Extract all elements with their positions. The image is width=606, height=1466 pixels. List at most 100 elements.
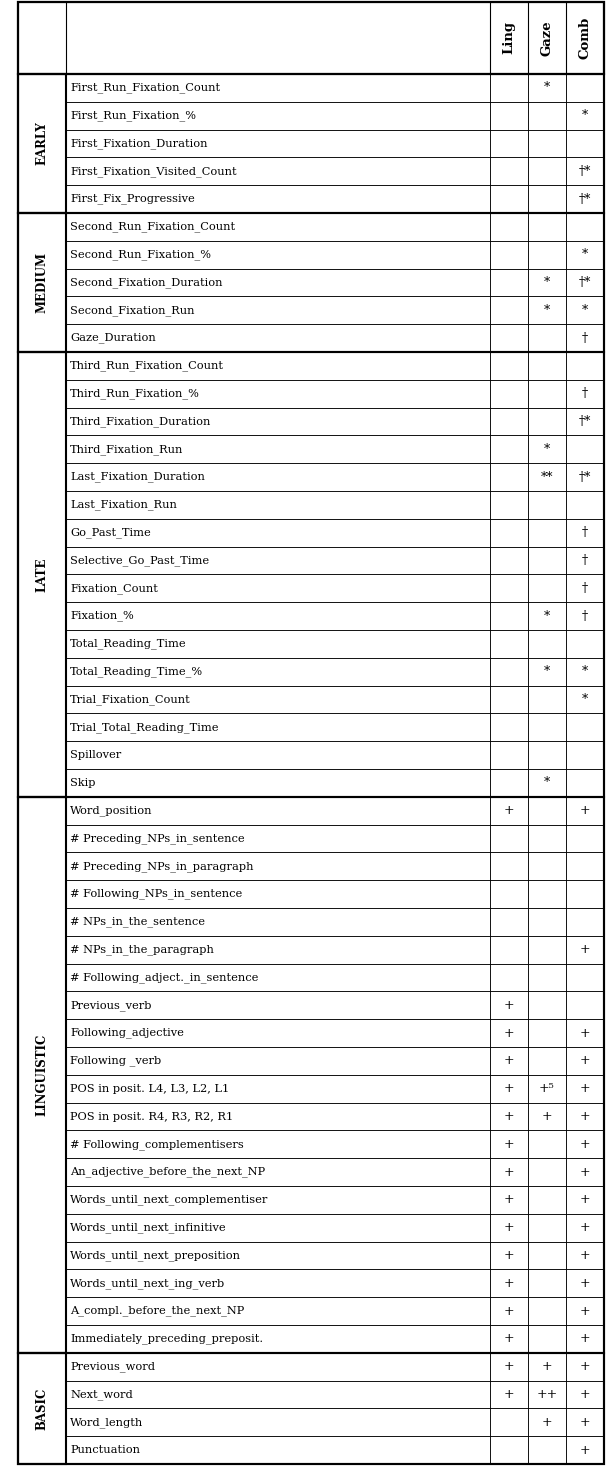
Bar	[18, 798, 66, 1353]
Text: Fixation_Count: Fixation_Count	[70, 583, 158, 594]
Bar	[566, 852, 604, 880]
Text: †: †	[582, 331, 588, 345]
Bar	[66, 852, 490, 880]
Bar	[528, 880, 566, 907]
Bar	[566, 935, 604, 963]
Bar	[528, 575, 566, 603]
Bar	[66, 798, 490, 824]
Text: +: +	[580, 1249, 590, 1262]
Bar	[566, 101, 604, 129]
Bar	[528, 603, 566, 630]
Text: Following _verb: Following _verb	[70, 1056, 161, 1066]
Bar	[566, 714, 604, 742]
Bar	[18, 1, 604, 73]
Bar	[566, 1325, 604, 1353]
Text: +: +	[504, 1110, 514, 1123]
Bar	[528, 519, 566, 547]
Bar	[490, 491, 528, 519]
Bar	[566, 324, 604, 352]
Bar	[490, 380, 528, 408]
Bar	[18, 352, 66, 798]
Bar	[528, 1019, 566, 1047]
Text: Immediately_preceding_preposit.: Immediately_preceding_preposit.	[70, 1334, 263, 1344]
Text: +: +	[580, 805, 590, 817]
Text: †*: †*	[579, 415, 591, 428]
Text: +: +	[580, 1110, 590, 1123]
Bar	[528, 73, 566, 101]
Bar	[490, 742, 528, 770]
Text: +: +	[504, 1138, 514, 1151]
Bar	[490, 603, 528, 630]
Bar	[566, 129, 604, 157]
Text: First_Fixation_Visited_Count: First_Fixation_Visited_Count	[70, 166, 236, 177]
Text: Third_Run_Fixation_Count: Third_Run_Fixation_Count	[70, 361, 224, 371]
Text: Trial_Total_Reading_Time: Trial_Total_Reading_Time	[70, 721, 219, 733]
Bar	[490, 824, 528, 852]
Bar	[528, 658, 566, 686]
Bar	[490, 1186, 528, 1214]
Text: Total_Reading_Time_%: Total_Reading_Time_%	[70, 667, 203, 677]
Bar	[528, 824, 566, 852]
Bar	[528, 491, 566, 519]
Text: +: +	[580, 1082, 590, 1095]
Text: +: +	[580, 1360, 590, 1374]
Text: *: *	[582, 666, 588, 679]
Bar	[490, 268, 528, 296]
Text: Second_Fixation_Run: Second_Fixation_Run	[70, 305, 195, 315]
Text: +: +	[504, 805, 514, 817]
Bar	[490, 658, 528, 686]
Bar	[566, 157, 604, 185]
Bar	[566, 352, 604, 380]
Bar	[528, 1186, 566, 1214]
Bar	[66, 213, 490, 240]
Bar	[66, 519, 490, 547]
Text: +: +	[504, 1305, 514, 1318]
Bar	[528, 463, 566, 491]
Bar	[528, 1270, 566, 1297]
Bar	[66, 1409, 490, 1437]
Bar	[566, 1242, 604, 1270]
Text: +: +	[580, 1388, 590, 1401]
Bar	[566, 686, 604, 714]
Text: Word_position: Word_position	[70, 805, 153, 817]
Bar	[66, 1158, 490, 1186]
Text: BASIC: BASIC	[36, 1387, 48, 1429]
Text: Previous_verb: Previous_verb	[70, 1000, 152, 1010]
Bar	[66, 1353, 490, 1381]
Bar	[528, 770, 566, 798]
Bar	[66, 129, 490, 157]
Bar	[490, 519, 528, 547]
Bar	[66, 1381, 490, 1409]
Bar	[566, 1186, 604, 1214]
Bar	[566, 1297, 604, 1325]
Text: +: +	[504, 1082, 514, 1095]
Bar	[528, 798, 566, 824]
Bar	[528, 1325, 566, 1353]
Bar	[528, 991, 566, 1019]
Bar	[66, 296, 490, 324]
Bar	[490, 185, 528, 213]
Text: A_compl._before_the_next_NP: A_compl._before_the_next_NP	[70, 1306, 244, 1316]
Bar	[566, 880, 604, 907]
Bar	[66, 1130, 490, 1158]
Bar	[490, 798, 528, 824]
Text: *: *	[544, 303, 550, 317]
Bar	[566, 435, 604, 463]
Bar	[490, 963, 528, 991]
Text: *: *	[544, 610, 550, 623]
Bar	[528, 129, 566, 157]
Text: †*: †*	[579, 276, 591, 289]
Bar	[528, 1353, 566, 1381]
Bar	[18, 213, 604, 352]
Bar	[490, 435, 528, 463]
Bar	[490, 1047, 528, 1075]
Text: +: +	[542, 1110, 552, 1123]
Bar	[490, 547, 528, 575]
Bar	[528, 963, 566, 991]
Bar	[528, 714, 566, 742]
Bar	[66, 1325, 490, 1353]
Bar	[66, 1242, 490, 1270]
Text: # NPs_in_the_paragraph: # NPs_in_the_paragraph	[70, 944, 214, 954]
Bar	[566, 1409, 604, 1437]
Bar	[66, 907, 490, 935]
